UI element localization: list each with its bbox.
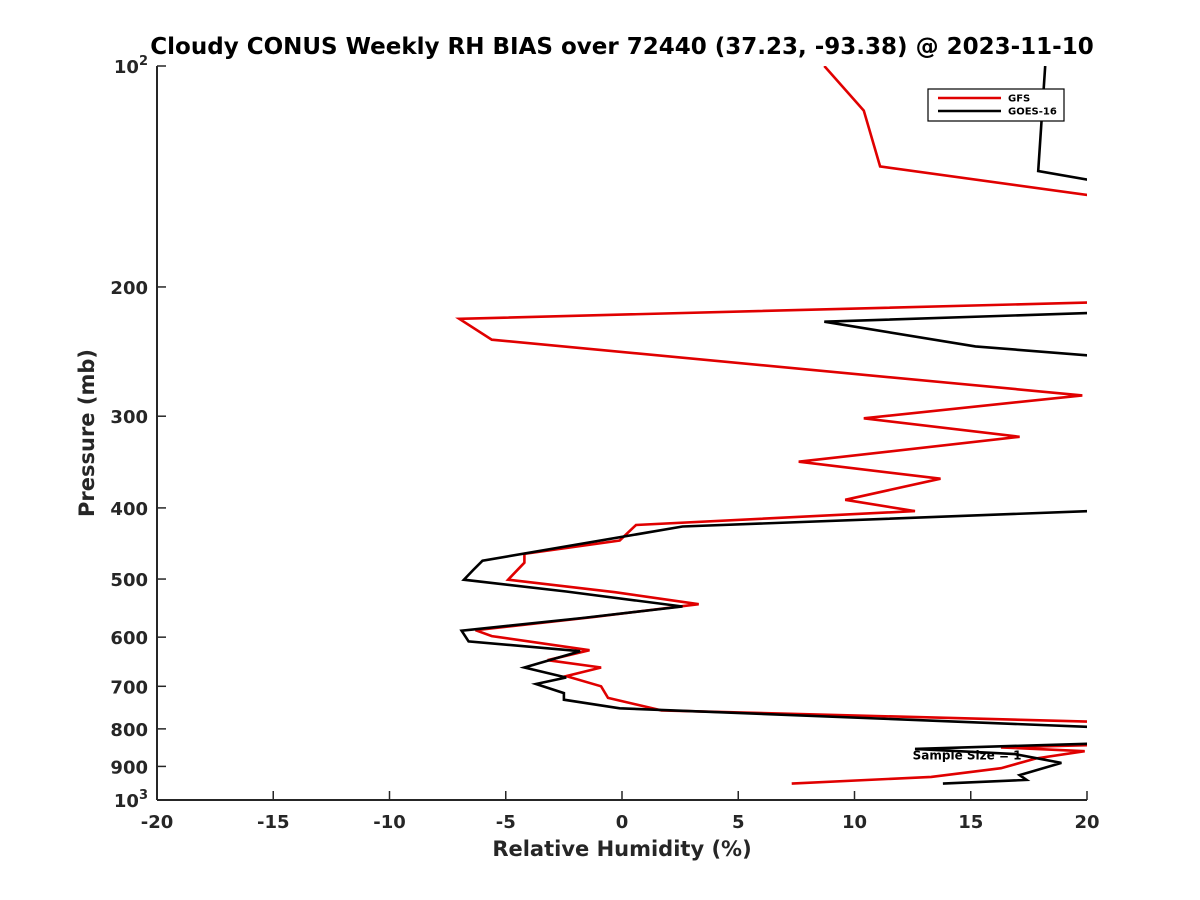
series-line-gfs [455,66,1087,785]
y-tick-label: 600 [110,628,148,649]
plot-area: -20 -15 -10 -5 0 5 10 15 20 102 200 300 400 500 600 700… [110,54,1099,833]
y-tick-label: 900 [110,757,148,778]
legend-label-gfs: GFS [1008,94,1030,105]
y-tick-label: 400 [110,499,148,520]
y-tick-label: 700 [110,677,148,698]
x-tick-label: -5 [496,812,516,833]
y-tick-label: 200 [110,278,148,299]
y-tick-label: 500 [110,570,148,591]
x-tick-label: 20 [1074,812,1099,833]
y-tick-label: 800 [110,720,148,741]
legend-label-goes-16: GOES-16 [1008,107,1057,118]
y-axis-label: Pressure (mb) [75,349,99,517]
legend: GFS GOES-16 [927,88,1065,122]
series-layer [455,66,1087,785]
x-axis-label: Relative Humidity (%) [492,837,751,861]
legend-box [927,88,1065,122]
annotation-layer: Sample Size = 1 [913,748,1022,762]
x-tick-label: 0 [616,812,629,833]
axes-layer: -20 -15 -10 -5 0 5 10 15 20 102 200 300 400 500 600 700… [110,54,1099,833]
y-tick-label: 102 [114,54,148,78]
y-tick-label: 103 [114,788,148,812]
x-tick-label: -15 [257,812,290,833]
x-tick-label: 5 [732,812,745,833]
x-tick-label: 10 [842,812,867,833]
sample-size-annotation: Sample Size = 1 [913,748,1022,762]
chart-title: Cloudy CONUS Weekly RH BIAS over 72440 (… [150,34,1093,60]
x-tick-label: -10 [373,812,406,833]
x-tick-label: -20 [141,812,174,833]
series-line-goes-16 [459,66,1087,785]
x-tick-label: 15 [958,812,983,833]
y-tick-label: 300 [110,407,148,428]
